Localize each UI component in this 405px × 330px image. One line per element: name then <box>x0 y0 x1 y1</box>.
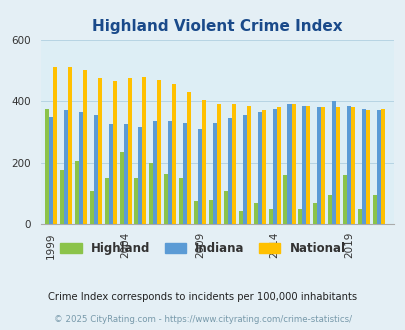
Bar <box>365 111 369 224</box>
Text: Crime Index corresponds to incidents per 100,000 inhabitants: Crime Index corresponds to incidents per… <box>48 292 357 302</box>
Bar <box>53 67 57 224</box>
Bar <box>335 107 339 224</box>
Bar <box>90 190 94 224</box>
Bar <box>357 209 361 224</box>
Bar <box>253 203 257 224</box>
Bar <box>346 106 350 224</box>
Bar <box>79 112 83 224</box>
Bar <box>372 195 376 224</box>
Bar <box>242 115 246 224</box>
Bar <box>138 127 142 224</box>
Bar <box>104 178 109 224</box>
Bar <box>109 124 112 224</box>
Bar <box>127 78 131 224</box>
Bar <box>68 67 72 224</box>
Bar <box>227 118 231 224</box>
Bar <box>350 107 354 224</box>
Bar <box>45 109 49 224</box>
Bar <box>238 211 242 224</box>
Bar <box>283 175 287 224</box>
Bar <box>268 209 272 224</box>
Bar <box>246 106 250 224</box>
Bar <box>187 92 191 224</box>
Bar <box>272 109 276 224</box>
Bar <box>209 200 213 224</box>
Bar <box>213 123 216 224</box>
Title: Highland Violent Crime Index: Highland Violent Crime Index <box>92 19 342 34</box>
Bar <box>231 104 235 224</box>
Bar <box>298 209 302 224</box>
Bar <box>327 195 331 224</box>
Bar <box>361 109 365 224</box>
Bar <box>194 201 198 224</box>
Bar <box>94 115 98 224</box>
Bar <box>123 124 127 224</box>
Bar <box>172 84 176 224</box>
Bar <box>75 161 79 224</box>
Bar <box>202 100 206 224</box>
Bar <box>342 175 346 224</box>
Bar <box>142 77 146 224</box>
Bar <box>313 203 317 224</box>
Bar <box>257 112 261 224</box>
Bar <box>157 80 161 224</box>
Bar <box>119 152 123 224</box>
Bar <box>149 163 153 224</box>
Bar <box>317 107 320 224</box>
Bar <box>112 81 116 224</box>
Bar <box>223 190 227 224</box>
Legend: Highland, Indiana, National: Highland, Indiana, National <box>55 237 350 260</box>
Bar <box>261 111 265 224</box>
Bar <box>134 178 138 224</box>
Bar <box>83 70 87 224</box>
Bar <box>320 107 324 224</box>
Bar <box>179 178 183 224</box>
Bar <box>276 107 280 224</box>
Bar <box>98 78 102 224</box>
Text: © 2025 CityRating.com - https://www.cityrating.com/crime-statistics/: © 2025 CityRating.com - https://www.city… <box>54 315 351 324</box>
Bar <box>380 109 384 224</box>
Bar <box>168 121 172 224</box>
Bar <box>291 104 295 224</box>
Bar <box>331 101 335 224</box>
Bar <box>153 121 157 224</box>
Bar <box>216 104 220 224</box>
Bar <box>376 111 380 224</box>
Bar <box>302 106 306 224</box>
Bar <box>49 116 53 224</box>
Bar <box>306 106 310 224</box>
Bar <box>287 104 291 224</box>
Bar <box>60 171 64 224</box>
Bar <box>198 129 202 224</box>
Bar <box>164 174 168 224</box>
Bar <box>64 111 68 224</box>
Bar <box>183 123 187 224</box>
